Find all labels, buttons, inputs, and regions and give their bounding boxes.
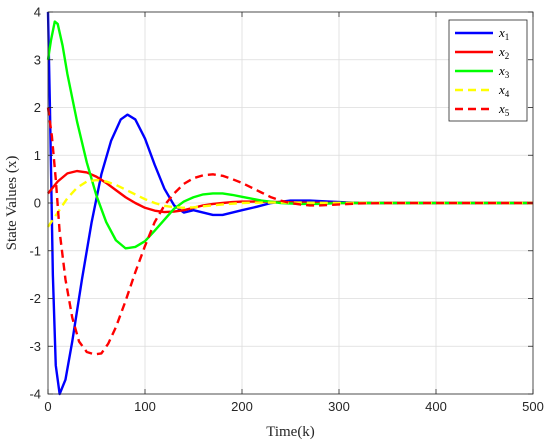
legend: x1 x2 x3 x4 x5 bbox=[448, 19, 528, 122]
ticks: 0 100 200 300 400 500 -4 -3 -2 -1 0 1 2 3 4 bbox=[29, 5, 543, 415]
y-tick-label: 2 bbox=[34, 100, 41, 115]
x-axis-title: Time(k) bbox=[266, 424, 315, 440]
x-tick-label: 100 bbox=[134, 399, 156, 414]
series-line-x3 bbox=[46, 20, 533, 250]
legend-label-x1: x1 bbox=[498, 25, 509, 42]
series-line-x5 bbox=[46, 107, 533, 356]
y-tick-label: -3 bbox=[29, 339, 41, 354]
legend-label-x4: x4 bbox=[498, 82, 510, 99]
x-tick-label: 400 bbox=[425, 399, 447, 414]
x-tick-label: 0 bbox=[44, 399, 51, 414]
x-tick-label: 200 bbox=[231, 399, 253, 414]
y-tick-label: -1 bbox=[29, 243, 41, 258]
series-layer bbox=[46, 11, 533, 396]
series-line-x1 bbox=[46, 11, 533, 396]
legend-label-x2: x2 bbox=[498, 44, 509, 61]
y-tick-label: 4 bbox=[34, 5, 41, 20]
y-tick-label: 1 bbox=[34, 148, 41, 163]
legend-label-x5: x5 bbox=[498, 101, 510, 118]
x-tick-label: 300 bbox=[328, 399, 350, 414]
x-tick-label: 500 bbox=[522, 399, 544, 414]
y-axis-title: State Values (x) bbox=[4, 156, 20, 251]
y-tick-label: -2 bbox=[29, 291, 41, 306]
legend-label-x3: x3 bbox=[498, 63, 510, 80]
y-tick-label: 3 bbox=[34, 52, 41, 67]
y-tick-label: 0 bbox=[34, 196, 41, 211]
series-line-x4 bbox=[47, 178, 533, 228]
y-tick-label: -4 bbox=[29, 387, 41, 402]
